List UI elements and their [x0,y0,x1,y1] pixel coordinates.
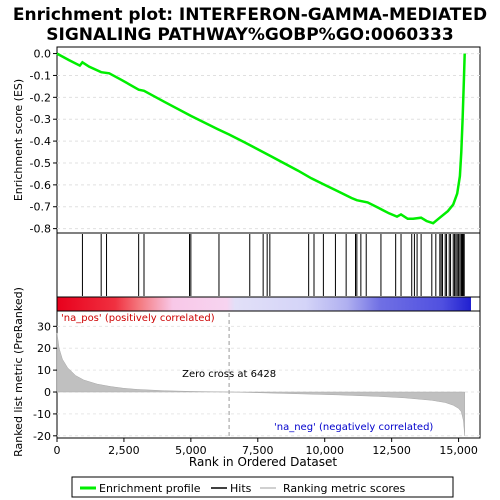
legend-box [71,476,454,498]
zero-cross-label: Zero cross at 6428 [182,369,276,380]
rank-ytick-label: 30 [37,320,51,333]
es-plot-frame [56,46,481,234]
es-ytick-label: -0.5 [30,157,51,170]
rank-xtick-label: 12,500 [372,444,411,457]
rank-ylabel: Ranked list metric (PreRanked) [12,287,25,457]
es-ytick-label: -0.7 [30,201,51,214]
es-ytick-label: -0.6 [30,179,51,192]
hits-panel [56,232,481,312]
ranking-metric-area [56,332,465,436]
rank-ytick-label: 10 [37,364,51,377]
neg-corr-label: 'na_neg' (negatively correlated) [274,422,433,433]
hit-markers [81,234,465,296]
rank-ytick-label: 20 [37,342,51,355]
rank-xtick-label: 10,000 [305,444,344,457]
rank-colorbar [57,297,471,311]
pos-corr-label: 'na_pos' (positively correlated) [61,313,215,324]
rank-ytick-label: 0 [44,386,51,399]
es-y-axis: 0.0 -0.1 -0.2 -0.3 -0.4 -0.5 -0.6 -0.7 -0.8 [30,48,57,236]
rank-xlabel: Rank in Ordered Dataset [189,455,337,469]
rank-xtick-label: 15,000 [439,444,478,457]
rank-xtick-label: 0 [54,444,61,457]
legend: Enrichment profile Hits Ranking metric s… [71,476,454,498]
es-ylabel: Enrichment score (ES) [12,79,25,201]
es-panel: 0.0 -0.1 -0.2 -0.3 -0.4 -0.5 -0.6 -0.7 -0.8 Enri… [12,46,481,236]
hits-frame [56,232,481,298]
rank-panel: Zero cross at 6428 'na_pos' (positively … [12,287,481,469]
rank-xtick-label: 2,500 [108,444,140,457]
rank-xtick-label: 5,000 [175,444,207,457]
es-ytick-label: -0.2 [30,91,51,104]
es-ytick-label: 0.0 [34,48,52,61]
legend-hits-label: Hits [230,482,252,495]
es-ytick-label: -0.1 [30,69,51,82]
rank-ytick-label: -20 [33,430,51,443]
rank-x-axis: 0 2,500 5,000 7,500 10,000 12,500 15,000 [54,438,478,457]
es-curve [56,52,466,225]
chart-title-line1: Enrichment plot: INTERFERON-GAMMA-MEDIAT… [13,5,487,25]
chart-title-line2: SIGNALING PATHWAY%GOBP%GO:0060333 [46,25,453,45]
es-ytick-label: -0.3 [30,113,51,126]
rank-ytick-label: -10 [33,408,51,421]
rank-plot-frame [56,310,481,439]
es-ytick-label: -0.8 [30,223,51,236]
es-gridlines [57,53,480,230]
legend-ranking-label: Ranking metric scores [283,482,405,495]
legend-enrichment-label: Enrichment profile [99,482,201,495]
rank-y-axis: 30 20 10 0 -10 -20 [33,320,57,443]
es-ytick-label: -0.4 [30,135,51,148]
rank-xtick-label: 7,500 [242,444,274,457]
